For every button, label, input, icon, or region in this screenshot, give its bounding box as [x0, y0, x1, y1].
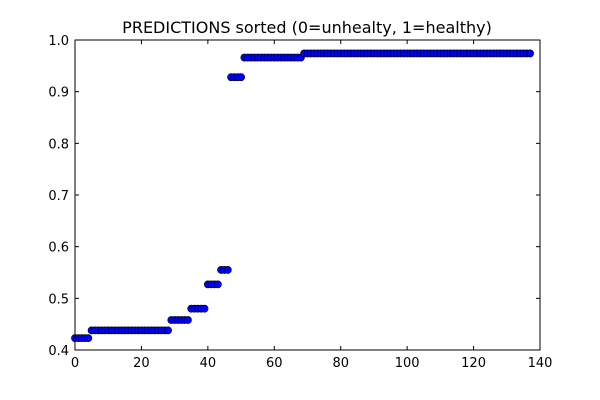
- x-tick-label-5: 100: [395, 356, 420, 371]
- data-point-4: [84, 334, 93, 343]
- data-point-46: [223, 266, 232, 274]
- data-point-34: [184, 316, 192, 324]
- x-tick-labels: 0 20 40 60 80 100 120 140: [71, 356, 553, 371]
- x-tick-label-1: 20: [133, 356, 150, 371]
- data-point-28: [164, 326, 172, 335]
- x-tick-label-3: 60: [266, 356, 283, 371]
- x-tick-label-2: 40: [200, 356, 217, 371]
- x-tick-label-0: 0: [71, 356, 79, 371]
- y-tick-label-3: 0.7: [48, 189, 69, 204]
- data-point-43: [213, 280, 222, 289]
- x-tick-label-7: 140: [528, 356, 553, 371]
- data-point-50: [237, 73, 245, 82]
- data-point-39: [200, 304, 209, 313]
- chart-title: PREDICTIONS sorted (0=unhealty, 1=health…: [122, 18, 492, 37]
- axis-ticks: [74, 39, 541, 351]
- x-tick-label-4: 80: [332, 356, 349, 371]
- y-tick-labels: 0.4 0.5 0.6 0.7 0.8 0.9 1.0: [48, 34, 69, 359]
- y-tick-label-1: 0.5: [48, 292, 69, 307]
- y-tick-label-0: 0.4: [48, 344, 69, 359]
- plot-area: [74, 39, 541, 351]
- data-points: [71, 49, 534, 343]
- data-point-137: [526, 49, 534, 58]
- x-tick-label-6: 120: [461, 356, 486, 371]
- y-tick-label-6: 1.0: [48, 34, 69, 49]
- y-tick-label-4: 0.8: [48, 137, 69, 152]
- y-tick-label-2: 0.6: [48, 241, 69, 256]
- y-tick-label-5: 0.9: [48, 86, 69, 101]
